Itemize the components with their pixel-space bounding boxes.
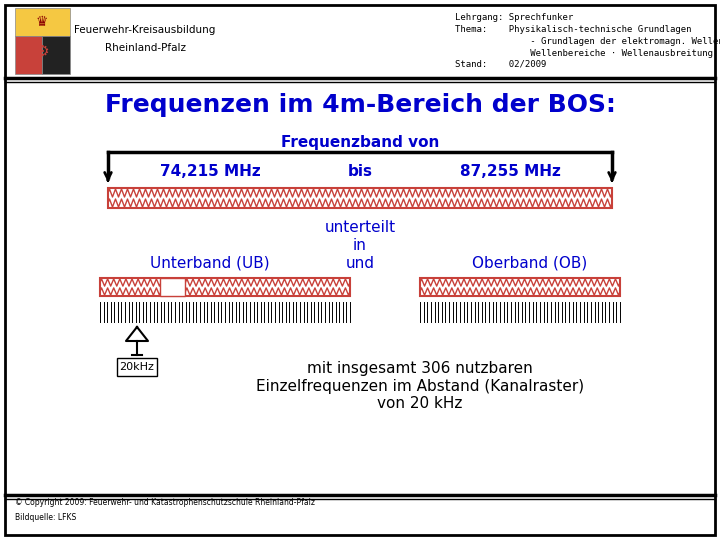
Text: und: und (346, 255, 374, 271)
Bar (160, 278, 185, 296)
Text: unterteilt: unterteilt (325, 220, 395, 235)
Text: © Copyright 2009: Feuerwehr- und Katastrophenschutzschule Rheinland-Pfalz
Bildqu: © Copyright 2009: Feuerwehr- und Katastr… (15, 498, 315, 522)
Text: Stand:    02/2009: Stand: 02/2009 (455, 59, 546, 69)
Text: Wellenbereiche · Wellenausbreitung: Wellenbereiche · Wellenausbreitung (455, 50, 713, 58)
Text: Thema:    Physikalisch-technische Grundlagen: Thema: Physikalisch-technische Grundlage… (455, 25, 691, 35)
Text: Feuerwehr-Kreisausbildung: Feuerwehr-Kreisausbildung (74, 25, 216, 35)
Text: Rheinland-Pfalz: Rheinland-Pfalz (104, 43, 186, 53)
Text: von 20 kHz: von 20 kHz (377, 396, 463, 411)
Bar (15, 8, 70, 36)
Text: bis: bis (348, 165, 372, 179)
Bar (117, 358, 157, 376)
Bar (15, 36, 42, 74)
Text: 74,215 MHz: 74,215 MHz (160, 165, 261, 179)
Text: mit insgesamt 306 nutzbaren: mit insgesamt 306 nutzbaren (307, 361, 533, 375)
Bar (42, 36, 70, 74)
Text: Frequenzband von: Frequenzband von (281, 136, 439, 151)
Text: 87,255 MHz: 87,255 MHz (459, 165, 560, 179)
Bar (108, 188, 612, 208)
Text: - Grundlagen der elektromagn. Wellen: - Grundlagen der elektromagn. Wellen (455, 37, 720, 46)
Text: Frequenzen im 4m-Bereich der BOS:: Frequenzen im 4m-Bereich der BOS: (104, 93, 616, 117)
Text: Oberband (OB): Oberband (OB) (472, 255, 588, 271)
Text: Lehrgang: Sprechfunker: Lehrgang: Sprechfunker (455, 14, 573, 23)
Text: ♛: ♛ (36, 15, 48, 29)
Bar (420, 278, 620, 296)
Text: Einzelfrequenzen im Abstand (Kanalraster): Einzelfrequenzen im Abstand (Kanalraster… (256, 379, 584, 394)
Bar (100, 278, 350, 296)
Text: in: in (353, 238, 367, 253)
Text: 20kHz: 20kHz (120, 362, 154, 372)
Text: Unterband (UB): Unterband (UB) (150, 255, 270, 271)
Text: ⚙: ⚙ (35, 44, 49, 58)
